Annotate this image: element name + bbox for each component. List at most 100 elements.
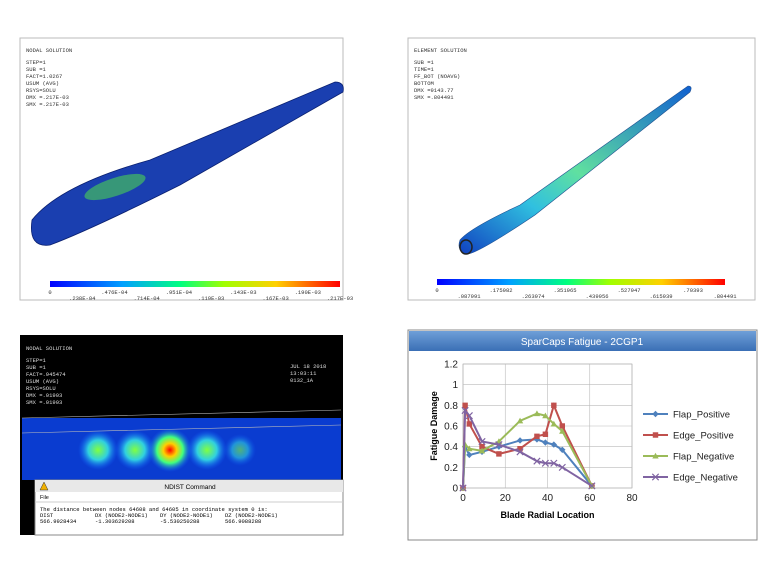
marker — [478, 437, 486, 446]
label: .951E-04 — [166, 289, 193, 296]
label: .087991 — [457, 293, 481, 300]
label: RSYS=SOLU — [26, 87, 56, 94]
dialog-title: NDIST Command — [164, 484, 216, 491]
label: NODAL SOLUTION — [26, 47, 72, 54]
label: 0 — [435, 287, 438, 294]
label: The distance between nodes 64608 and 646… — [40, 506, 268, 513]
label: NODAL SOLUTION — [26, 345, 72, 352]
label: DZ (NODE2-NODE1) — [225, 512, 278, 519]
colorbar — [437, 279, 725, 285]
label: STEP=1 — [26, 59, 47, 66]
marker — [652, 432, 659, 438]
label: DIST — [40, 512, 54, 519]
label: TIME=1 — [414, 66, 435, 73]
label: .476E-04 — [101, 289, 128, 296]
label: .263974 — [521, 293, 545, 300]
marker — [652, 410, 659, 418]
marker — [559, 423, 566, 429]
stress-zone — [84, 173, 146, 201]
label: SUB =1 — [26, 66, 47, 73]
label: .70393 — [683, 287, 703, 294]
marker — [651, 473, 660, 481]
marker — [551, 402, 557, 409]
x-tick-label: 20 — [500, 493, 512, 504]
label: .167E-03 — [262, 295, 288, 302]
marker — [465, 412, 473, 420]
marker — [541, 459, 550, 467]
label: -5.530250288 — [160, 518, 200, 525]
marker — [516, 448, 524, 456]
marker — [496, 451, 502, 457]
y-axis-label: Fatigue Damage — [429, 391, 439, 461]
label: 13:03:11 — [290, 370, 317, 377]
label: .217E-03 — [327, 295, 353, 302]
label: SMX =.804491 — [414, 94, 454, 101]
marker — [542, 431, 549, 437]
label: DX (NODE2-NODE1) — [95, 512, 148, 519]
dialog-titlebar — [35, 480, 343, 492]
marker — [550, 459, 558, 467]
label: .527947 — [617, 287, 640, 294]
legend-label: Edge_Positive — [673, 431, 734, 442]
marker — [459, 484, 467, 492]
label: .714E-04 — [133, 295, 160, 302]
marker — [533, 457, 541, 465]
label: FF_BOT (NOAVG) — [414, 73, 460, 80]
label: FACT=.945474 — [26, 371, 66, 378]
x-tick-label: 0 — [460, 493, 466, 504]
label: ELEMENT SOLUTION — [414, 47, 467, 54]
marker — [652, 452, 659, 459]
marker — [516, 437, 524, 444]
label: STEP=1 — [26, 357, 47, 364]
legend-label: Flap_Positive — [673, 410, 730, 421]
marker — [559, 427, 566, 434]
marker — [588, 482, 596, 490]
marker — [542, 439, 549, 446]
marker — [559, 446, 566, 453]
label: FACT=1.0267 — [26, 73, 62, 80]
chart-titlebar — [409, 331, 756, 351]
marker — [495, 440, 503, 449]
label: SMX =.217E-03 — [26, 101, 69, 108]
app-icon — [39, 481, 49, 491]
legend-label: Flap_Negative — [673, 452, 734, 463]
label: .351965 — [553, 287, 576, 294]
label: DMX =.01903 — [26, 392, 62, 399]
label: 0 — [48, 289, 51, 296]
label: .175982 — [489, 287, 512, 294]
label: SMX =.01903 — [26, 399, 62, 406]
label: DY (NODE2-NODE1) — [160, 512, 213, 519]
marker — [550, 441, 558, 448]
y-tick-label: 0 — [452, 484, 458, 495]
marker — [478, 447, 486, 454]
blade-model — [31, 81, 344, 246]
label: .119E-03 — [198, 295, 224, 302]
hotspot — [78, 430, 118, 470]
label: 566.9088288 — [225, 518, 261, 525]
edge — [21, 424, 342, 434]
label: .238E-04 — [69, 295, 96, 302]
label: .615939 — [649, 293, 672, 300]
y-tick-label: 0.8 — [444, 401, 458, 412]
label: DMX =.217E-03 — [26, 94, 69, 101]
marker — [533, 410, 541, 417]
x-tick-label: 60 — [584, 493, 596, 504]
label: USUM (AVG) — [26, 80, 59, 87]
menu-item: File — [40, 495, 49, 501]
marker — [517, 446, 523, 452]
label: .439956 — [585, 293, 608, 300]
hotspot — [115, 430, 155, 470]
marker — [466, 421, 473, 427]
label: 566.9928434 — [40, 518, 77, 525]
marker — [461, 406, 469, 415]
y-tick-label: 0.4 — [444, 442, 458, 453]
marker — [466, 451, 473, 459]
x-tick-label: 80 — [626, 493, 638, 504]
hotspot — [187, 430, 227, 470]
marker — [534, 433, 540, 440]
marker — [550, 420, 558, 427]
label: .143E-03 — [230, 289, 256, 296]
label: .804491 — [713, 293, 737, 300]
